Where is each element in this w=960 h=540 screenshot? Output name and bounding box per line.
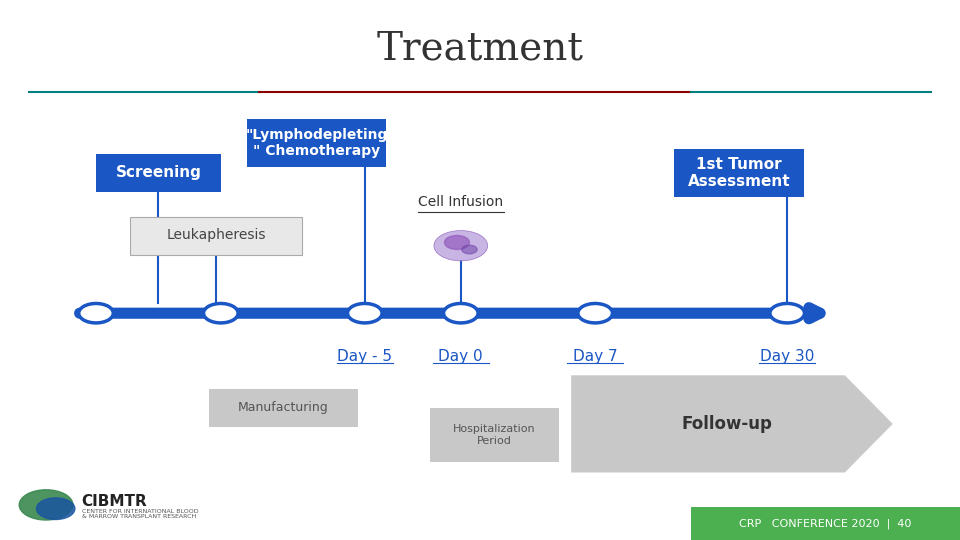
Text: Treatment: Treatment — [376, 30, 584, 67]
Circle shape — [79, 303, 113, 323]
Text: Day - 5: Day - 5 — [337, 349, 393, 364]
FancyBboxPatch shape — [691, 507, 960, 540]
Text: Manufacturing: Manufacturing — [238, 401, 328, 414]
Circle shape — [36, 498, 75, 519]
Text: "Lymphodepleting
" Chemotherapy: "Lymphodepleting " Chemotherapy — [246, 128, 388, 158]
FancyBboxPatch shape — [430, 408, 559, 462]
Text: Cell Infusion: Cell Infusion — [419, 195, 503, 210]
Circle shape — [19, 490, 73, 520]
FancyBboxPatch shape — [674, 148, 804, 197]
Text: Day 30: Day 30 — [760, 349, 814, 364]
Polygon shape — [571, 375, 893, 472]
Circle shape — [444, 235, 469, 249]
Text: Hospitalization
Period: Hospitalization Period — [453, 424, 536, 446]
Circle shape — [434, 231, 488, 261]
Text: CENTER FOR INTERNATIONAL BLOOD
& MARROW TRANSPLANT RESEARCH: CENTER FOR INTERNATIONAL BLOOD & MARROW … — [82, 509, 198, 519]
Circle shape — [204, 303, 238, 323]
Text: CRP   CONFERENCE 2020  |  40: CRP CONFERENCE 2020 | 40 — [739, 518, 912, 529]
FancyBboxPatch shape — [96, 154, 221, 192]
Circle shape — [348, 303, 382, 323]
Text: Day 0: Day 0 — [439, 349, 483, 364]
Text: Day 7: Day 7 — [573, 349, 617, 364]
Text: 1st Tumor
Assessment: 1st Tumor Assessment — [688, 157, 790, 189]
Text: CIBMTR: CIBMTR — [82, 494, 147, 509]
Circle shape — [578, 303, 612, 323]
Circle shape — [770, 303, 804, 323]
FancyBboxPatch shape — [248, 119, 386, 167]
Text: Leukapheresis: Leukapheresis — [166, 228, 266, 242]
FancyBboxPatch shape — [130, 217, 302, 255]
Circle shape — [444, 303, 478, 323]
Text: Screening: Screening — [115, 165, 202, 180]
FancyBboxPatch shape — [208, 389, 357, 427]
Circle shape — [462, 245, 477, 254]
Text: Follow-up: Follow-up — [682, 415, 773, 433]
